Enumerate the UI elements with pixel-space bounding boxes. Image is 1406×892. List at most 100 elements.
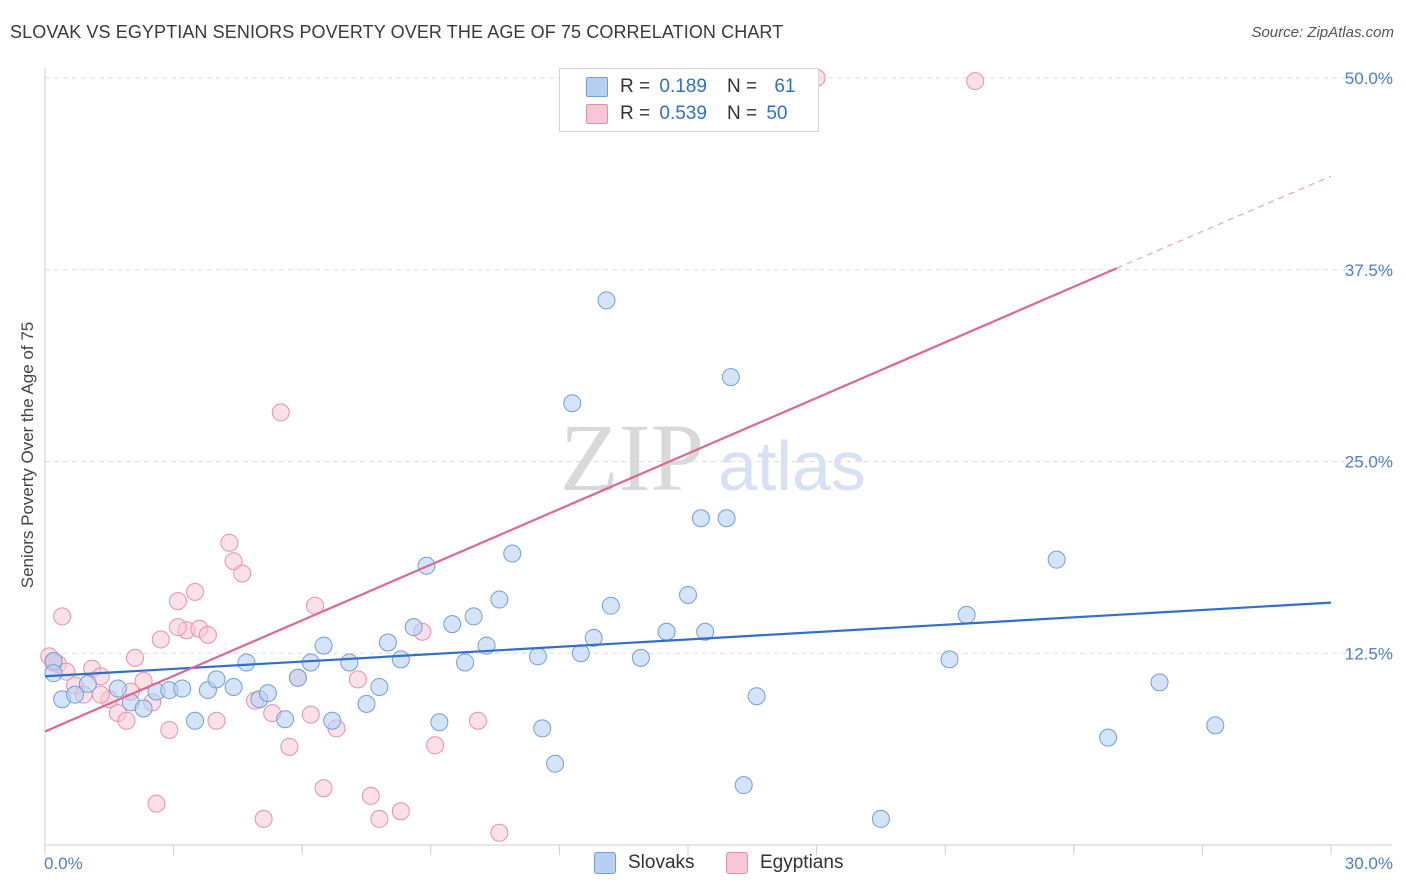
slovaks-point [1150, 673, 1169, 692]
chart-title: SLOVAK VS EGYPTIAN SENIORS POVERTY OVER … [10, 22, 784, 42]
y-tick-label: 25.0% [1345, 453, 1393, 472]
source-label: Source: ZipAtlas.com [1251, 24, 1394, 41]
slovaks-point [490, 590, 509, 609]
slovaks-point [443, 615, 462, 634]
watermark-atlas: atlas [718, 427, 866, 505]
slovaks-point [404, 618, 423, 637]
egyptians-legend-label: Egyptians [760, 852, 844, 873]
slovaks-point [528, 647, 547, 666]
egyptians-trend-line [44, 267, 1118, 733]
slovaks-point [563, 394, 582, 413]
legend-r-label: R = [620, 76, 651, 97]
y-tick-label: 37.5% [1345, 261, 1393, 280]
slovaks-point [597, 291, 616, 310]
trend-lines [44, 175, 1332, 733]
slovaks-point [108, 679, 127, 698]
slovaks-point [370, 677, 389, 696]
slovaks-point [314, 636, 333, 655]
egyptians-legend-swatch [726, 852, 748, 874]
slovaks-point [207, 670, 226, 689]
egyptians-point [126, 648, 145, 667]
slovaks-point [258, 684, 277, 703]
slovaks-points [44, 291, 1225, 828]
egyptians-point [186, 582, 205, 601]
slovaks-point [696, 622, 715, 641]
egyptians-point [391, 802, 410, 821]
egyptians-point [207, 711, 226, 730]
egyptians-swatch [586, 104, 608, 124]
slovaks-point [717, 509, 736, 528]
slovaks-point [940, 650, 959, 669]
slovaks-point [601, 596, 620, 615]
legend-row-egyptians: R = 0.539 N = 50 [586, 102, 787, 126]
legend-row-slovaks: R = 0.189 N = 61 [586, 75, 795, 99]
y-tick-label: 12.5% [1345, 644, 1393, 663]
egyptians-point [348, 670, 367, 689]
slovaks-point [134, 699, 153, 718]
egyptians-point [361, 786, 380, 805]
slovaks-point [340, 653, 359, 672]
legend-n-label: N = [726, 103, 758, 124]
legend-n-value: 61 [774, 76, 796, 97]
legend-r-value: 0.189 [659, 76, 707, 97]
slovaks-point [546, 754, 565, 773]
egyptians-point [168, 618, 187, 637]
egyptians-point [220, 533, 239, 552]
slovaks-point [1206, 716, 1225, 735]
legend-n-label: N = [726, 76, 758, 97]
slovaks-point [584, 628, 603, 647]
slovaks-point [186, 711, 205, 730]
slovaks-point [391, 650, 410, 669]
slovaks-point [631, 648, 650, 667]
y-tick-label: 50.0% [1345, 69, 1393, 88]
x-tick-label: 30.0% [1345, 854, 1393, 873]
legend-n-value: 50 [766, 103, 788, 124]
bottom-legend-slovaks: Slovaks [594, 852, 695, 874]
watermark-zip: ZIP [560, 404, 704, 511]
egyptians-point [426, 736, 445, 755]
egyptians-trend-extension [1116, 175, 1332, 269]
egyptians-point [117, 711, 136, 730]
tick-labels: 12.5% 25.0% 37.5% 50.0% 0.0% 30.0% [44, 69, 1393, 873]
slovaks-point [224, 677, 243, 696]
legend-r-label: R = [620, 103, 651, 124]
egyptians-point [966, 72, 985, 91]
slovaks-point [464, 607, 483, 626]
egyptians-point [370, 809, 389, 828]
slovaks-point [173, 679, 192, 698]
slovaks-point [691, 509, 710, 528]
egyptians-point [53, 607, 72, 626]
egyptians-point [198, 625, 217, 644]
slovaks-point [44, 664, 63, 683]
egyptians-point [233, 564, 252, 583]
correlation-legend: R = 0.189 N = 61 R = 0.539 N = 50 [559, 68, 819, 132]
egyptians-point [151, 630, 170, 649]
egyptians-point [271, 403, 290, 422]
slovaks-point [456, 653, 475, 672]
slovaks-point [657, 622, 676, 641]
slovaks-point [533, 719, 552, 738]
x-tick-label: 0.0% [44, 854, 83, 873]
egyptians-point [168, 592, 187, 611]
slovaks-point [679, 585, 697, 604]
slovaks-point [571, 644, 590, 663]
slovaks-legend-swatch [594, 852, 616, 874]
slovaks-point [747, 687, 766, 706]
egyptians-point [468, 711, 487, 730]
egyptians-point [280, 737, 299, 756]
slovaks-point [378, 633, 397, 652]
slovaks-point [430, 713, 449, 732]
slovaks-legend-label: Slovaks [628, 852, 695, 873]
legend-r-value: 0.539 [659, 103, 707, 124]
slovaks-point [721, 368, 740, 387]
slovaks-point [78, 674, 97, 693]
egyptians-point [160, 720, 179, 739]
egyptians-point [490, 823, 509, 842]
slovaks-point [871, 809, 890, 828]
slovaks-trend-line [44, 601, 1332, 678]
egyptians-point [147, 794, 166, 813]
watermark: ZIP atlas [560, 404, 866, 511]
slovaks-point [503, 544, 522, 563]
egyptians-point [254, 809, 273, 828]
